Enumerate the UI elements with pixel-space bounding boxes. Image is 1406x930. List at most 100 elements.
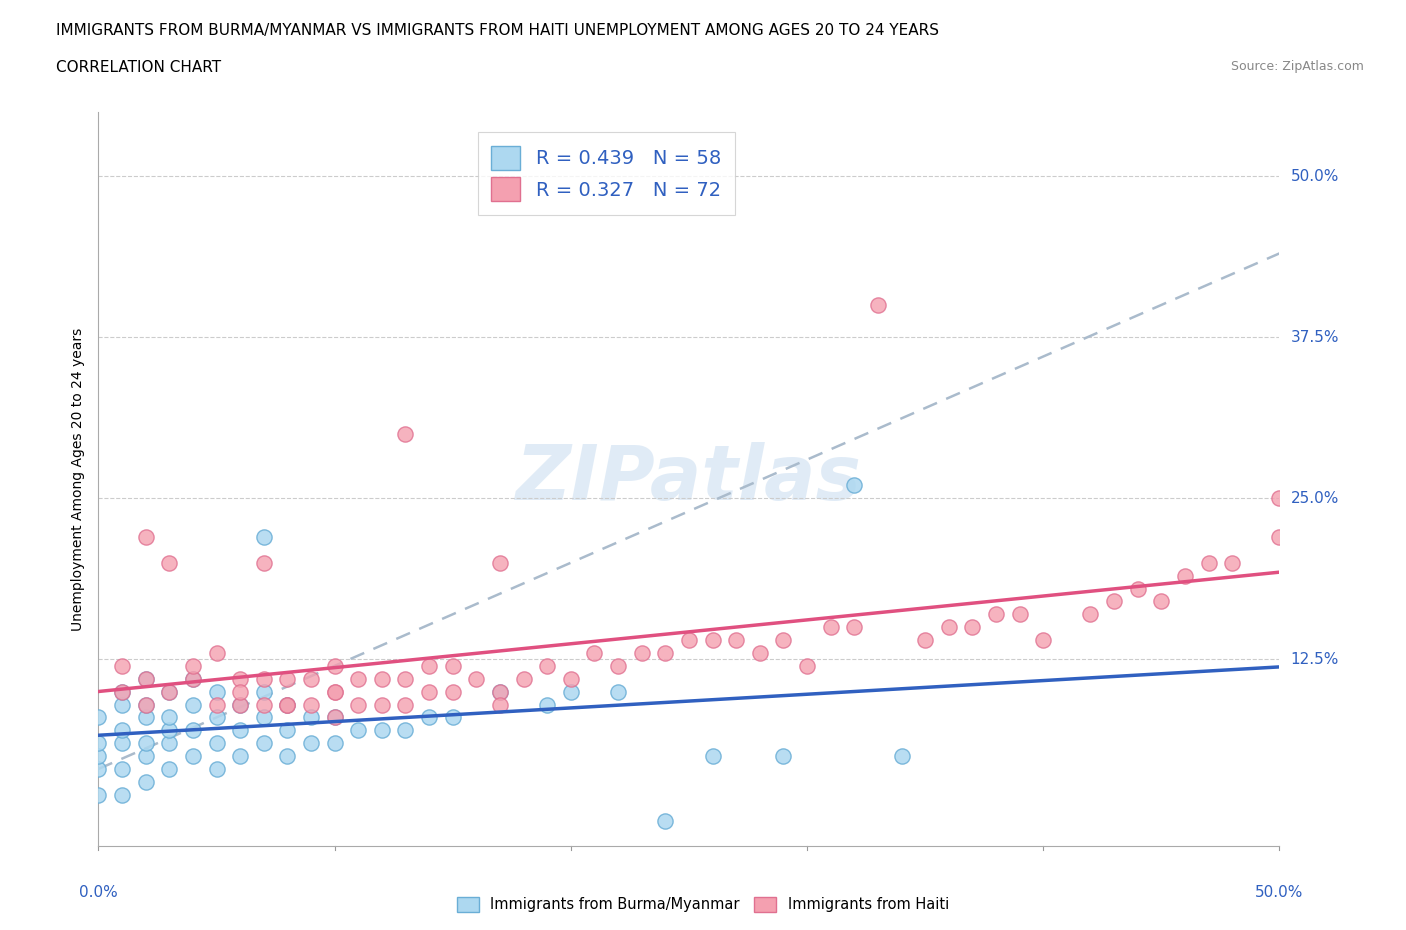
Point xyxy=(465,671,488,686)
Point xyxy=(229,749,252,764)
Point xyxy=(157,684,180,699)
Point xyxy=(347,671,370,686)
Point xyxy=(157,736,180,751)
Point xyxy=(772,749,794,764)
Point xyxy=(914,632,936,647)
Point xyxy=(299,698,322,712)
Point xyxy=(253,671,276,686)
Point xyxy=(607,658,630,673)
Point xyxy=(418,658,440,673)
Point xyxy=(299,736,322,751)
Point xyxy=(111,684,134,699)
Point xyxy=(1174,568,1197,583)
Y-axis label: Unemployment Among Ages 20 to 24 years: Unemployment Among Ages 20 to 24 years xyxy=(70,327,84,631)
Point xyxy=(229,698,252,712)
Point xyxy=(1220,555,1243,570)
Point xyxy=(371,671,394,686)
Point xyxy=(844,619,866,634)
Point xyxy=(560,684,582,699)
Text: 37.5%: 37.5% xyxy=(1291,329,1339,345)
Point xyxy=(607,684,630,699)
Point xyxy=(229,723,252,737)
Point xyxy=(678,632,700,647)
Point xyxy=(111,788,134,803)
Point xyxy=(536,658,558,673)
Text: 50.0%: 50.0% xyxy=(1291,168,1339,183)
Point xyxy=(371,723,394,737)
Point xyxy=(253,684,276,699)
Point xyxy=(181,671,204,686)
Point xyxy=(654,813,676,828)
Point xyxy=(87,710,110,724)
Point xyxy=(253,710,276,724)
Point xyxy=(323,684,346,699)
Point xyxy=(181,658,204,673)
Point xyxy=(276,698,298,712)
Text: 0.0%: 0.0% xyxy=(79,885,118,900)
Point xyxy=(135,698,157,712)
Point xyxy=(157,684,180,699)
Point xyxy=(181,723,204,737)
Point xyxy=(111,698,134,712)
Point xyxy=(394,723,416,737)
Point xyxy=(135,529,157,544)
Point xyxy=(1198,555,1220,570)
Point xyxy=(157,710,180,724)
Point xyxy=(205,710,228,724)
Point xyxy=(111,658,134,673)
Point xyxy=(489,684,512,699)
Point xyxy=(181,749,204,764)
Point xyxy=(536,698,558,712)
Point xyxy=(276,698,298,712)
Text: 50.0%: 50.0% xyxy=(1256,885,1303,900)
Point xyxy=(135,698,157,712)
Point xyxy=(371,698,394,712)
Point xyxy=(489,555,512,570)
Point xyxy=(135,775,157,790)
Point xyxy=(205,698,228,712)
Text: Source: ZipAtlas.com: Source: ZipAtlas.com xyxy=(1230,60,1364,73)
Point xyxy=(276,723,298,737)
Point xyxy=(820,619,842,634)
Text: IMMIGRANTS FROM BURMA/MYANMAR VS IMMIGRANTS FROM HAITI UNEMPLOYMENT AMONG AGES 2: IMMIGRANTS FROM BURMA/MYANMAR VS IMMIGRA… xyxy=(56,23,939,38)
Point xyxy=(583,645,606,660)
Point xyxy=(347,723,370,737)
Point xyxy=(299,710,322,724)
Point xyxy=(205,762,228,777)
Point xyxy=(512,671,534,686)
Point xyxy=(1150,594,1173,609)
Point xyxy=(489,698,512,712)
Point xyxy=(962,619,984,634)
Point xyxy=(87,736,110,751)
Point xyxy=(654,645,676,660)
Point xyxy=(135,710,157,724)
Point xyxy=(323,736,346,751)
Point xyxy=(229,684,252,699)
Point xyxy=(418,710,440,724)
Point xyxy=(1102,594,1125,609)
Point xyxy=(229,698,252,712)
Point xyxy=(135,671,157,686)
Point xyxy=(157,762,180,777)
Text: CORRELATION CHART: CORRELATION CHART xyxy=(56,60,221,75)
Point xyxy=(441,684,464,699)
Point xyxy=(725,632,748,647)
Point xyxy=(1032,632,1054,647)
Point xyxy=(489,684,512,699)
Point xyxy=(276,749,298,764)
Point xyxy=(87,788,110,803)
Point xyxy=(135,671,157,686)
Point xyxy=(441,658,464,673)
Point xyxy=(772,632,794,647)
Point xyxy=(111,723,134,737)
Point xyxy=(630,645,652,660)
Point xyxy=(394,698,416,712)
Point xyxy=(1268,491,1291,506)
Point xyxy=(323,658,346,673)
Point xyxy=(347,698,370,712)
Point xyxy=(205,684,228,699)
Point xyxy=(394,671,416,686)
Point xyxy=(157,723,180,737)
Point xyxy=(87,749,110,764)
Point xyxy=(111,684,134,699)
